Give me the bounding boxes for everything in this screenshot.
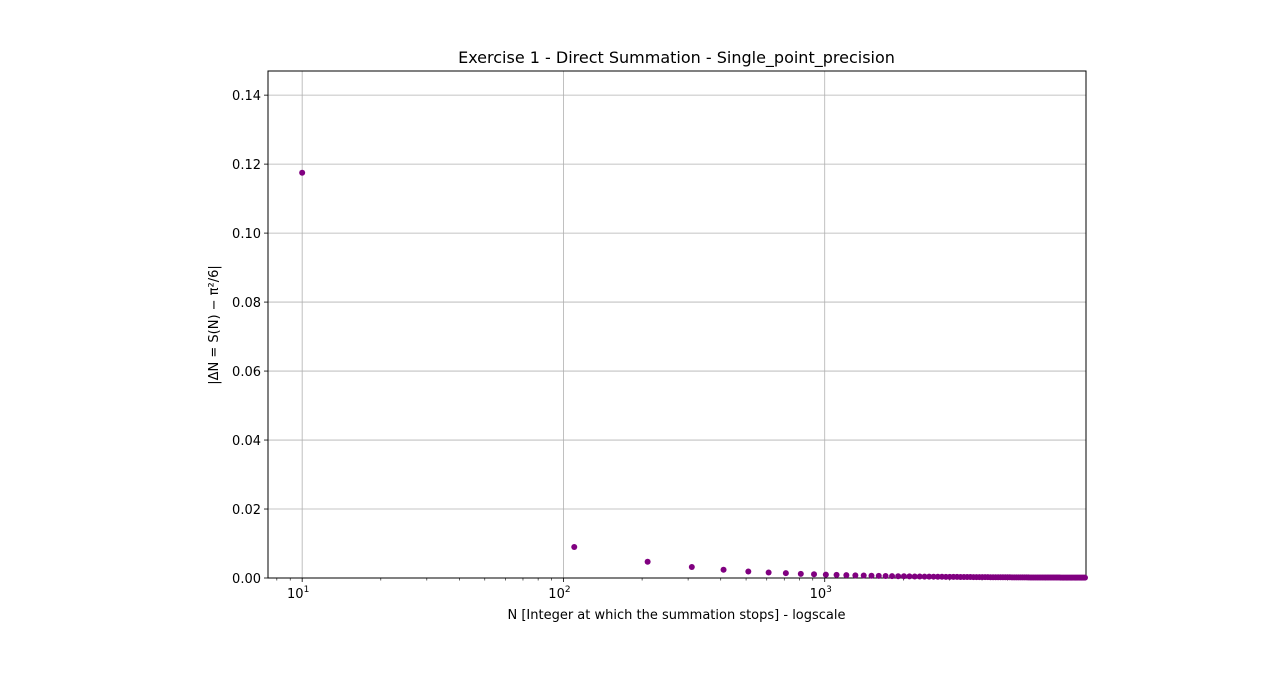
data-point <box>900 573 907 580</box>
y-tick-label: 0.02 <box>232 503 261 518</box>
data-points <box>299 169 1088 581</box>
y-tick-label: 0.06 <box>232 365 261 380</box>
data-point <box>571 543 578 550</box>
data-point <box>843 572 850 579</box>
data-point <box>916 573 923 580</box>
data-point <box>1081 574 1088 581</box>
data-point <box>889 573 896 580</box>
data-point <box>875 572 882 579</box>
x-tick-label: 101 <box>287 585 309 602</box>
data-point <box>852 572 859 579</box>
y-tick-label: 0.04 <box>232 434 261 449</box>
x-axis: 101 102 103 <box>287 578 832 602</box>
y-tick-label: 0.14 <box>232 89 261 104</box>
data-point <box>765 569 772 576</box>
data-point <box>644 558 651 565</box>
y-tick-label: 0.08 <box>232 296 261 311</box>
data-point <box>720 566 727 573</box>
plot-frame <box>267 70 1087 579</box>
data-point <box>688 563 695 570</box>
y-tick-label: 0.00 <box>232 572 261 587</box>
y-tick-label: 0.12 <box>232 158 261 173</box>
data-point <box>299 169 306 176</box>
x-axis-label: N [Integer at which the summation stops]… <box>507 608 845 623</box>
data-point <box>745 568 752 575</box>
data-point <box>930 573 937 580</box>
chart-title: Exercise 1 - Direct Summation - Single_p… <box>458 48 895 68</box>
data-point <box>906 573 913 580</box>
x-tick-label: 102 <box>548 585 570 602</box>
x-tick-label: 103 <box>810 585 832 602</box>
y-axis: 0.00 0.02 0.04 0.06 0.08 0.10 0.12 0.14 <box>232 89 268 587</box>
data-point <box>926 573 933 580</box>
grid <box>268 71 1086 579</box>
data-point <box>822 571 829 578</box>
y-tick-label: 0.10 <box>232 227 261 242</box>
data-point <box>860 572 867 579</box>
data-point <box>882 572 889 579</box>
data-point <box>895 573 902 580</box>
data-point <box>921 573 928 580</box>
data-point <box>911 573 918 580</box>
data-point <box>868 572 875 579</box>
data-point <box>811 571 818 578</box>
data-point <box>833 571 840 578</box>
data-point <box>782 570 789 577</box>
y-axis-label: |ΔN = S(N) − π²/6| <box>207 265 222 385</box>
data-point <box>797 570 804 577</box>
